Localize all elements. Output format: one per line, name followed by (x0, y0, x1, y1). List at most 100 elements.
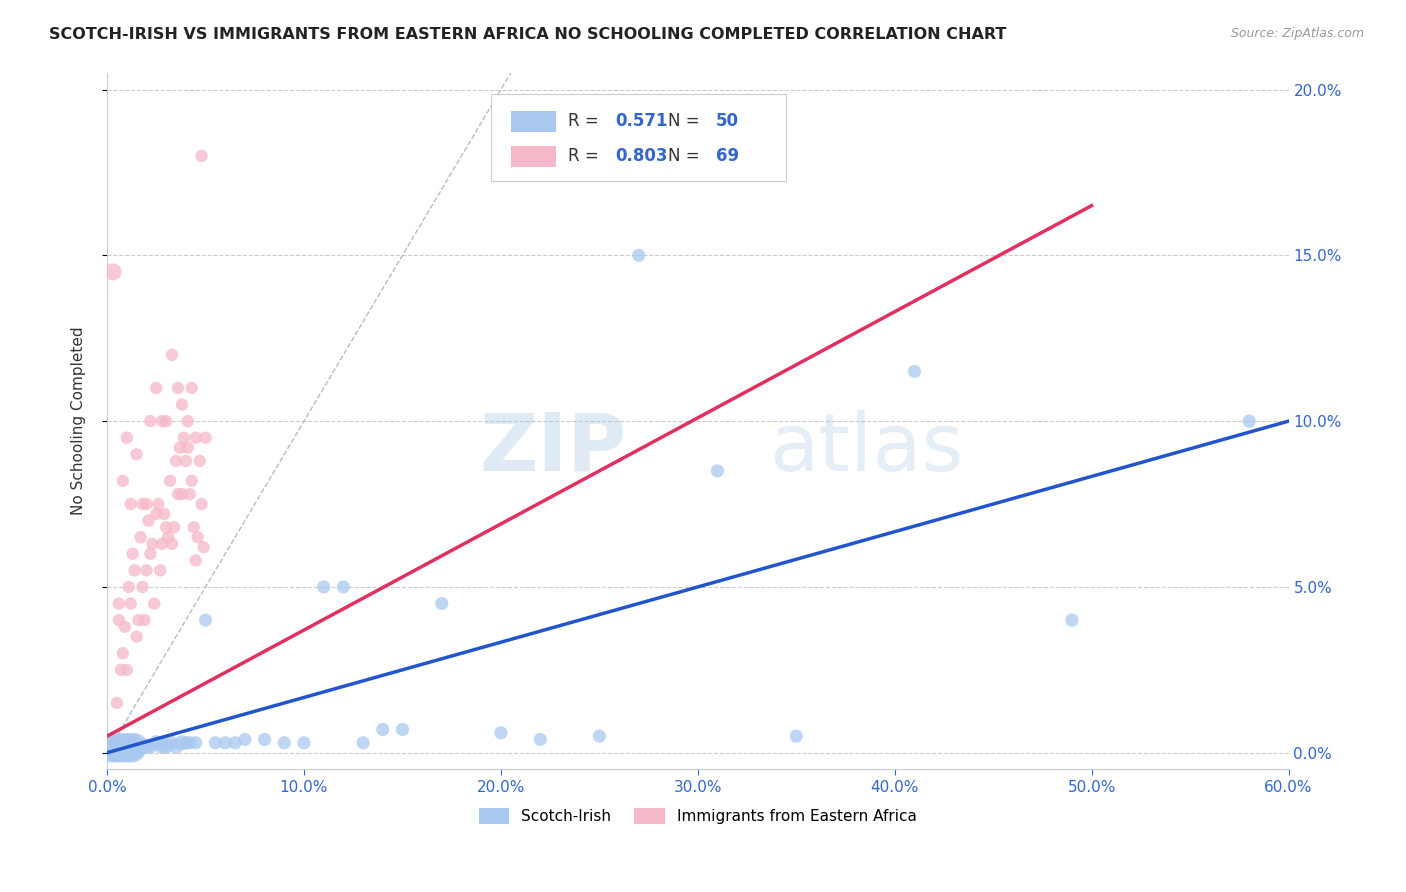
Point (292, 736, 315, 750)
Text: 50: 50 (716, 112, 738, 130)
Point (179, 487, 201, 501)
Point (101, 739, 124, 753)
Point (312, 580, 335, 594)
Point (100, 739, 122, 753)
Point (105, 696, 128, 710)
Point (173, 431, 195, 445)
Point (141, 537, 163, 551)
Point (111, 739, 134, 753)
Point (114, 742, 136, 756)
Point (108, 597, 131, 611)
Point (111, 646, 134, 660)
Text: SCOTCH-IRISH VS IMMIGRANTS FROM EASTERN AFRICA NO SCHOOLING COMPLETED CORRELATIO: SCOTCH-IRISH VS IMMIGRANTS FROM EASTERN … (49, 27, 1007, 42)
Text: ZIP: ZIP (479, 410, 627, 488)
Point (194, 613, 217, 627)
Point (135, 497, 157, 511)
Point (135, 563, 157, 577)
Point (184, 431, 207, 445)
Point (115, 663, 138, 677)
Point (150, 739, 173, 753)
Point (115, 739, 138, 753)
Point (150, 537, 173, 551)
Text: atlas: atlas (769, 410, 963, 488)
Point (155, 739, 177, 753)
Point (180, 381, 202, 395)
Point (193, 540, 215, 554)
Point (903, 364, 925, 378)
Text: 0.571: 0.571 (614, 112, 668, 130)
Point (121, 742, 143, 756)
Point (253, 732, 276, 747)
Point (170, 487, 193, 501)
Point (120, 597, 142, 611)
Point (100, 742, 122, 756)
Point (135, 739, 157, 753)
Point (174, 454, 197, 468)
Point (110, 663, 132, 677)
Point (167, 381, 190, 395)
Point (138, 514, 160, 528)
Point (184, 553, 207, 567)
Point (145, 381, 167, 395)
Point (131, 580, 153, 594)
Point (177, 414, 200, 428)
Point (149, 563, 172, 577)
Point (184, 736, 207, 750)
Point (165, 454, 187, 468)
Point (118, 580, 141, 594)
Point (139, 547, 162, 561)
Point (204, 736, 226, 750)
Point (114, 620, 136, 634)
Point (128, 742, 150, 756)
Point (177, 441, 200, 455)
Y-axis label: No Schooling Completed: No Schooling Completed (72, 326, 86, 516)
Point (489, 726, 512, 740)
Text: 69: 69 (716, 147, 738, 165)
Point (120, 739, 142, 753)
Point (159, 736, 181, 750)
Point (118, 742, 141, 756)
Point (1237, 414, 1260, 428)
Point (120, 497, 142, 511)
Point (165, 739, 187, 753)
Point (785, 729, 807, 743)
Point (224, 736, 246, 750)
Point (194, 431, 217, 445)
Point (104, 742, 127, 756)
Point (159, 474, 181, 488)
Text: 0.803: 0.803 (614, 147, 668, 165)
Point (129, 530, 152, 544)
Point (131, 739, 153, 753)
Point (183, 520, 205, 534)
Point (155, 520, 177, 534)
Point (98, 742, 121, 756)
Text: R =: R = (568, 147, 603, 165)
Point (430, 597, 453, 611)
Point (160, 348, 183, 362)
Point (1060, 613, 1083, 627)
Point (179, 736, 201, 750)
Point (155, 414, 177, 428)
Point (233, 732, 256, 747)
Point (125, 447, 148, 461)
Point (148, 497, 170, 511)
Point (352, 736, 374, 750)
Point (139, 739, 162, 753)
Point (190, 149, 212, 163)
FancyBboxPatch shape (512, 146, 555, 167)
Point (101, 739, 124, 753)
Point (124, 563, 146, 577)
Point (134, 613, 156, 627)
Point (190, 497, 212, 511)
Point (139, 414, 162, 428)
Point (125, 630, 148, 644)
Text: N =: N = (668, 147, 706, 165)
Point (169, 441, 191, 455)
Point (180, 474, 202, 488)
FancyBboxPatch shape (491, 94, 786, 181)
Point (101, 265, 124, 279)
Point (105, 742, 128, 756)
Text: N =: N = (668, 112, 706, 130)
Point (187, 530, 209, 544)
Point (124, 739, 146, 753)
